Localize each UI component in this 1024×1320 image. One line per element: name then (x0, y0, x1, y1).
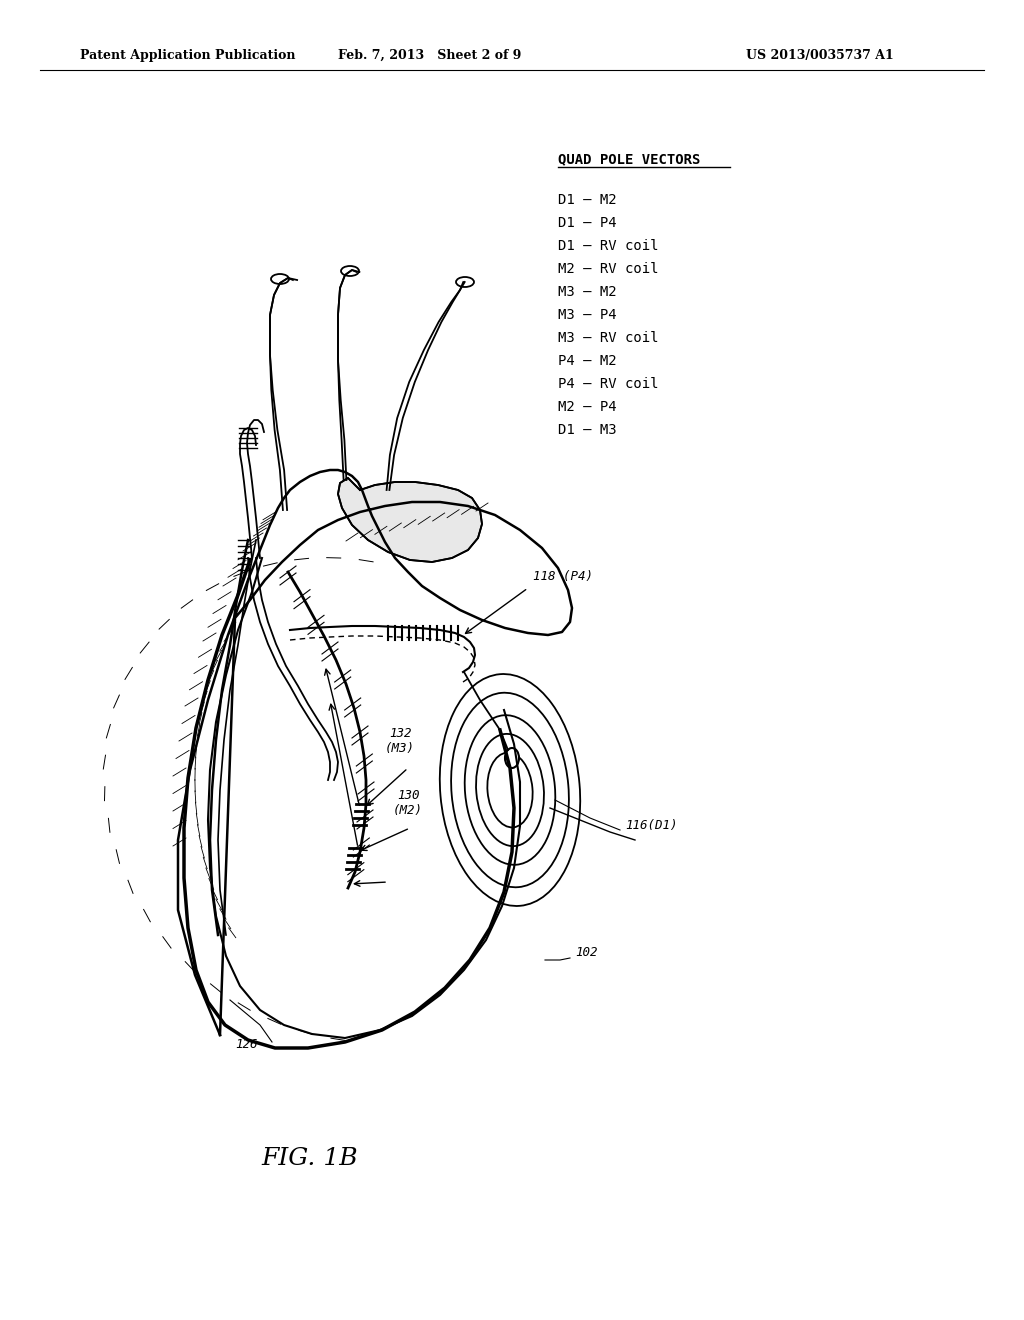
Text: 118 (P4): 118 (P4) (534, 570, 593, 583)
Polygon shape (338, 478, 482, 562)
Text: D1 – P4: D1 – P4 (558, 216, 616, 230)
Text: QUAD POLE VECTORS: QUAD POLE VECTORS (558, 152, 700, 166)
Text: M3 – RV coil: M3 – RV coil (558, 331, 658, 345)
Ellipse shape (271, 275, 289, 284)
Text: 130
(M2): 130 (M2) (393, 789, 423, 817)
Text: 126: 126 (234, 1038, 257, 1051)
Text: M2 – RV coil: M2 – RV coil (558, 261, 658, 276)
Text: D1 – M2: D1 – M2 (558, 193, 616, 207)
Text: Patent Application Publication: Patent Application Publication (80, 49, 296, 62)
Text: P4 – RV coil: P4 – RV coil (558, 378, 658, 391)
Ellipse shape (456, 277, 474, 286)
Text: D1 – RV coil: D1 – RV coil (558, 239, 658, 253)
Text: 116(D1): 116(D1) (625, 818, 678, 832)
Text: P4 – M2: P4 – M2 (558, 354, 616, 368)
Text: 132
(M3): 132 (M3) (385, 727, 415, 755)
Text: US 2013/0035737 A1: US 2013/0035737 A1 (746, 49, 894, 62)
Text: M3 – P4: M3 – P4 (558, 308, 616, 322)
Text: M2 – P4: M2 – P4 (558, 400, 616, 414)
Text: D1 – M3: D1 – M3 (558, 422, 616, 437)
Ellipse shape (505, 748, 519, 768)
Text: Feb. 7, 2013   Sheet 2 of 9: Feb. 7, 2013 Sheet 2 of 9 (338, 49, 521, 62)
Ellipse shape (341, 267, 359, 276)
Text: 102: 102 (575, 945, 597, 958)
Text: FIG. 1B: FIG. 1B (262, 1147, 358, 1170)
Text: M3 – M2: M3 – M2 (558, 285, 616, 300)
